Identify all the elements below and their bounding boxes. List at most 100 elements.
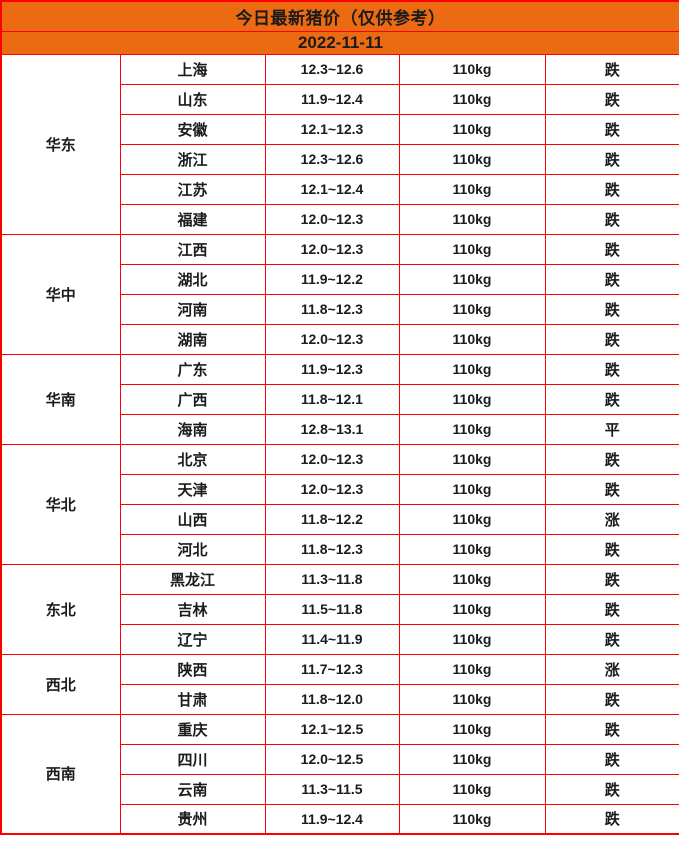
trend-cell: 跌 xyxy=(544,143,679,175)
province-cell: 湖北 xyxy=(119,263,266,295)
table-body: 华东 上海 12.3~12.6 110kg 跌山东 11.9~12.4 110kg 跌安徽 12… xyxy=(0,53,679,835)
region-cell: 华北 xyxy=(0,443,121,565)
trend-cell: 跌 xyxy=(544,353,679,385)
table-row: 华中 江西 12.0~12.3 110kg 跌 xyxy=(0,233,679,355)
price-cell: 11.5~11.8 xyxy=(264,593,400,625)
province-cell: 陕西 xyxy=(119,653,266,685)
trend-cell: 涨 xyxy=(544,653,679,685)
weight-cell: 110kg xyxy=(398,533,546,565)
region-cell: 西北 xyxy=(0,653,121,715)
trend-cell: 跌 xyxy=(544,743,679,775)
weight-cell: 110kg xyxy=(398,113,546,145)
trend-cell: 跌 xyxy=(544,233,679,265)
weight-cell: 110kg xyxy=(398,743,546,775)
table-row: 湖南 12.0~12.3 110kg 跌 xyxy=(1,323,679,355)
date-label: 2022-11-11 xyxy=(0,30,679,55)
trend-cell: 跌 xyxy=(544,323,679,355)
weight-cell: 110kg xyxy=(398,263,546,295)
weight-cell: 110kg xyxy=(398,293,546,325)
table-row: 湖北 11.9~12.2 110kg 跌 xyxy=(1,263,679,295)
province-cell: 天津 xyxy=(119,473,266,505)
province-cell: 山西 xyxy=(119,503,266,535)
trend-cell: 跌 xyxy=(544,53,679,85)
weight-cell: 110kg xyxy=(398,323,546,355)
province-cell: 浙江 xyxy=(119,143,266,175)
price-cell: 11.8~12.1 xyxy=(264,383,400,415)
province-cell: 江苏 xyxy=(119,173,266,205)
province-cell: 吉林 xyxy=(119,593,266,625)
price-cell: 11.8~12.0 xyxy=(264,683,400,715)
price-cell: 12.1~12.4 xyxy=(264,173,400,205)
trend-cell: 跌 xyxy=(544,803,679,835)
trend-cell: 跌 xyxy=(544,383,679,415)
trend-cell: 跌 xyxy=(544,683,679,715)
price-cell: 11.9~12.4 xyxy=(264,83,400,115)
trend-cell: 跌 xyxy=(544,533,679,565)
table-row: 天津 12.0~12.3 110kg 跌 xyxy=(1,473,679,505)
trend-cell: 跌 xyxy=(544,83,679,115)
table-row: 甘肃 11.8~12.0 110kg 跌 xyxy=(1,683,679,715)
province-cell: 上海 xyxy=(119,53,266,85)
weight-cell: 110kg xyxy=(398,623,546,655)
province-cell: 河北 xyxy=(119,533,266,565)
province-cell: 云南 xyxy=(119,773,266,805)
table-row: 福建 12.0~12.3 110kg 跌 xyxy=(1,203,679,235)
province-cell: 贵州 xyxy=(119,803,266,835)
trend-cell: 跌 xyxy=(544,113,679,145)
trend-cell: 跌 xyxy=(544,203,679,235)
weight-cell: 110kg xyxy=(398,503,546,535)
weight-cell: 110kg xyxy=(398,233,546,265)
province-cell: 黑龙江 xyxy=(119,563,266,595)
trend-cell: 跌 xyxy=(544,173,679,205)
province-cell: 重庆 xyxy=(119,713,266,745)
province-cell: 海南 xyxy=(119,413,266,445)
weight-cell: 110kg xyxy=(398,383,546,415)
table-row: 云南 11.3~11.5 110kg 跌 xyxy=(1,773,679,805)
weight-cell: 110kg xyxy=(398,683,546,715)
province-cell: 四川 xyxy=(119,743,266,775)
price-cell: 11.9~12.3 xyxy=(264,353,400,385)
table-row: 贵州 11.9~12.4 110kg 跌 xyxy=(1,803,679,835)
table-row: 东北 黑龙江 11.3~11.8 110kg 跌 xyxy=(0,563,679,655)
price-cell: 11.3~11.8 xyxy=(264,563,400,595)
weight-cell: 110kg xyxy=(398,413,546,445)
table-row: 江苏 12.1~12.4 110kg 跌 xyxy=(1,173,679,205)
trend-cell: 跌 xyxy=(544,443,679,475)
weight-cell: 110kg xyxy=(398,803,546,835)
table-row: 海南 12.8~13.1 110kg 平 xyxy=(1,413,679,445)
table-row: 西北 陕西 11.7~12.3 110kg 涨 xyxy=(0,653,679,715)
weight-cell: 110kg xyxy=(398,173,546,205)
trend-cell: 跌 xyxy=(544,293,679,325)
table-row: 山东 11.9~12.4 110kg 跌 xyxy=(1,83,679,115)
table-row: 安徽 12.1~12.3 110kg 跌 xyxy=(1,113,679,145)
province-cell: 辽宁 xyxy=(119,623,266,655)
price-cell: 12.0~12.3 xyxy=(264,203,400,235)
price-cell: 12.3~12.6 xyxy=(264,143,400,175)
region-cell: 华中 xyxy=(0,233,121,355)
weight-cell: 110kg xyxy=(398,773,546,805)
table-row: 河南 11.8~12.3 110kg 跌 xyxy=(1,293,679,325)
weight-cell: 110kg xyxy=(398,563,546,595)
weight-cell: 110kg xyxy=(398,143,546,175)
price-cell: 11.8~12.3 xyxy=(264,293,400,325)
table-row: 浙江 12.3~12.6 110kg 跌 xyxy=(1,143,679,175)
province-cell: 北京 xyxy=(119,443,266,475)
weight-cell: 110kg xyxy=(398,353,546,385)
province-cell: 甘肃 xyxy=(119,683,266,715)
price-cell: 12.1~12.5 xyxy=(264,713,400,745)
trend-cell: 跌 xyxy=(544,593,679,625)
trend-cell: 跌 xyxy=(544,263,679,295)
province-cell: 安徽 xyxy=(119,113,266,145)
price-cell: 12.8~13.1 xyxy=(264,413,400,445)
trend-cell: 跌 xyxy=(544,623,679,655)
region-cell: 华东 xyxy=(0,53,121,235)
price-cell: 11.9~12.2 xyxy=(264,263,400,295)
table-row: 华南 广东 11.9~12.3 110kg 跌 xyxy=(0,353,679,445)
trend-cell: 平 xyxy=(544,413,679,445)
price-cell: 12.0~12.5 xyxy=(264,743,400,775)
price-cell: 11.4~11.9 xyxy=(264,623,400,655)
trend-cell: 跌 xyxy=(544,773,679,805)
table-row: 山西 11.8~12.2 110kg 涨 xyxy=(1,503,679,535)
price-cell: 11.7~12.3 xyxy=(264,653,400,685)
table-row: 华北 北京 12.0~12.3 110kg 跌 xyxy=(0,443,679,565)
